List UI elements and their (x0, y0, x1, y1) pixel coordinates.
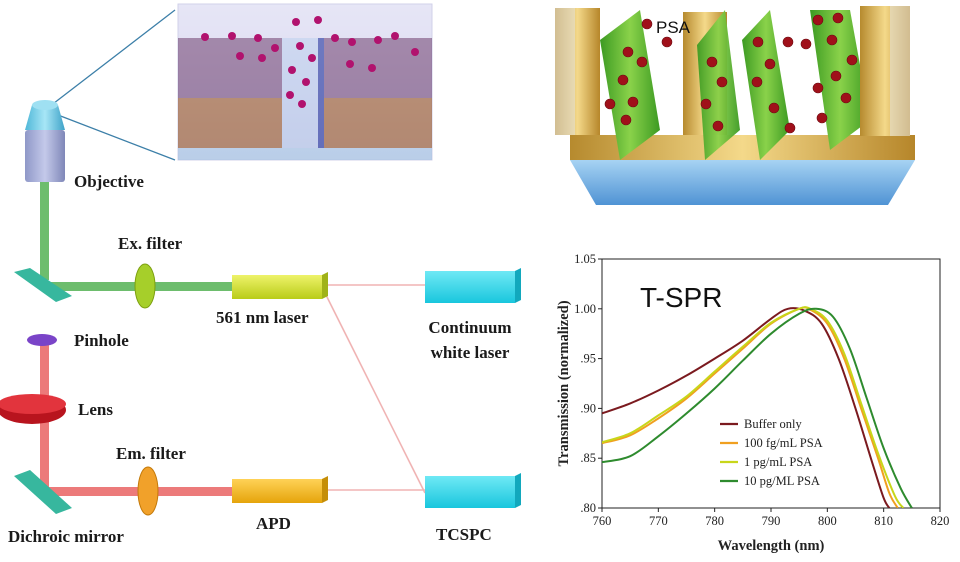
mirror (14, 268, 72, 302)
apd-detector (232, 476, 328, 503)
excitation-beam-vertical (40, 182, 49, 280)
pinhole (27, 334, 57, 346)
dichroic-mirror (14, 470, 72, 514)
emission-beam (45, 487, 285, 496)
continuum-white-laser (425, 268, 521, 303)
objective-label: Objective (74, 172, 144, 191)
laser-561 (232, 272, 328, 299)
connection-lines (324, 284, 426, 494)
lens-label: Lens (78, 400, 113, 419)
nanograting-illustration (555, 6, 915, 205)
tcspc-label: TCSPC (436, 525, 492, 544)
continuum-label-line1: Continuum (428, 318, 512, 337)
psa-label: PSA (656, 18, 691, 37)
objective (25, 100, 65, 182)
pinhole-label: Pinhole (74, 331, 129, 350)
continuum-label-line2: white laser (430, 343, 510, 362)
nanohole-inset (177, 3, 433, 161)
em-filter (137, 466, 159, 516)
em-filter-label: Em. filter (116, 444, 186, 463)
ex-filter (134, 263, 156, 309)
excitation-beam (45, 282, 275, 291)
laser-561-label: 561 nm laser (216, 308, 309, 327)
tcspc-module (425, 473, 521, 508)
ex-filter-label: Ex. filter (118, 234, 183, 253)
lens (0, 394, 66, 424)
apd-label: APD (256, 514, 291, 533)
dichroic-mirror-label: Dichroic mirror (8, 527, 124, 546)
